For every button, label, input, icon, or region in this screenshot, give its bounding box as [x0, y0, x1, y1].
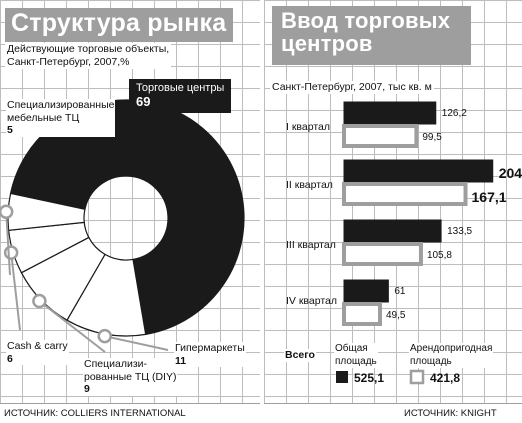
bar-total-area: [343, 219, 442, 243]
bar-value-label: 105,8: [427, 250, 452, 261]
bar-rentable-area: [342, 124, 419, 148]
market-structure-panel: Структура рынка Действующие торговые объ…: [0, 0, 260, 423]
label-trade-centers: Торговые центры 69: [129, 79, 232, 113]
bar-total-area: [343, 279, 389, 303]
legend-swatch-total: [336, 371, 348, 383]
leader-marker-2: [32, 293, 47, 309]
category-label: IV квартал: [286, 295, 337, 307]
left-title: Структура рынка: [5, 8, 233, 42]
bar-value-label: 49,5: [386, 310, 406, 321]
left-subtitle: Действующие торговые объекты, Санкт-Пете…: [5, 43, 172, 69]
legend-rent-label: Арендопригодная площадь: [409, 343, 494, 368]
rentable-area-value: 421,8: [430, 371, 460, 385]
slice-furniture-centers: [7, 192, 86, 231]
retail-commissioning-panel: Ввод торговых центров Санкт-Петербург, 2…: [264, 0, 522, 423]
panel-divider: [260, 0, 264, 423]
bar-rentable-area: [342, 302, 382, 326]
category-label: II квартал: [286, 179, 333, 191]
right-subtitle: Санкт-Петербург, 2007, тыс кв. м: [270, 81, 434, 94]
label-furniture-centers: Специализированные мебельные ТЦ 5: [6, 99, 116, 137]
category-label: III квартал: [286, 239, 336, 251]
bar-rentable-area: [342, 242, 423, 266]
leader-line-4: [5, 211, 11, 276]
legend-total-label: Общая площадь: [334, 343, 378, 368]
bar-total-area: [343, 159, 494, 183]
bar-value-label: 167,1: [472, 189, 507, 205]
total-area-value: 525,1: [354, 371, 384, 385]
leader-line-3: [10, 252, 21, 331]
bar-value-label: 99,5: [422, 132, 442, 143]
left-source: ИСТОЧНИК: COLLIERS INTERNATIONAL: [0, 403, 260, 423]
right-title: Ввод торговых центров: [272, 6, 471, 65]
label-hypermarkets: Гипермаркеты 11: [174, 342, 246, 367]
leader-line-2: [38, 300, 106, 353]
label-cash-carry: Cash & carry 6: [6, 340, 69, 365]
bar-total-area: [343, 101, 437, 125]
leader-marker-3: [3, 245, 19, 260]
bar-rentable-area: [342, 182, 468, 206]
legend-swatch-rentable: [409, 369, 425, 385]
total-label: Всего: [284, 349, 316, 362]
label-diy-centers: Специализи- рованные ТЦ (DIY) 9: [83, 358, 178, 396]
bar-value-label: 133,5: [447, 226, 472, 237]
right-source: ИСТОЧНИК: KNIGHT FRANK: [264, 403, 522, 423]
callout-pointer: [130, 110, 140, 122]
bar-value-label: 61: [394, 286, 406, 297]
leader-line-1: [104, 335, 169, 351]
bar-value-label: 204,5: [499, 165, 522, 181]
category-label: I квартал: [286, 121, 330, 133]
leader-marker-1: [97, 328, 112, 344]
bar-value-label: 126,2: [442, 108, 467, 119]
leader-marker-4: [0, 204, 14, 219]
bar-chart: I квартал 126,2 99,5 II квартал 204,5 167,1 II…: [286, 101, 522, 385]
